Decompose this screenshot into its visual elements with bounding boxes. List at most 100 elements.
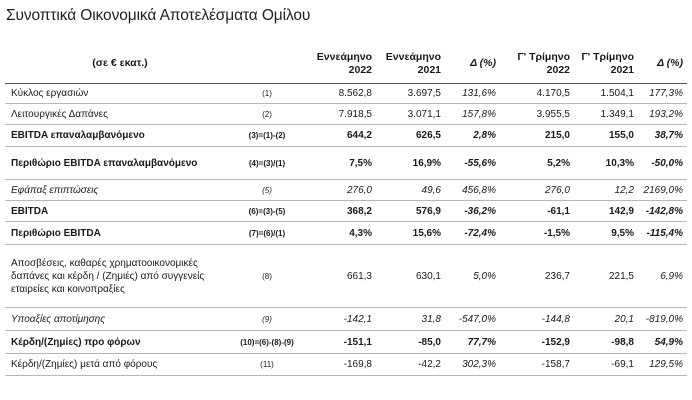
row-value: 12,2 [614,184,634,196]
row-value: -72,4% [464,227,496,239]
row-label: Περιθώριο EBITDA [11,227,101,239]
row-reference: (11) [260,360,274,369]
table-row: Περιθώριο EBITDA (7)=(6)/(1) 4,3% 15,6% -72,… [5,222,687,245]
row-label: Κέρδη/(Ζημίες) προ φόρων [11,336,141,348]
row-value: 20,1 [614,313,634,325]
row-value: 4.170,5 [536,87,570,99]
row-value: 3.955,5 [536,108,570,120]
col-header-9m-2022: Εννεάμηνο 2022 [316,50,372,76]
row-value: 129,5% [649,359,683,370]
row-value: 302,3% [462,359,496,370]
row-value: 368,2 [346,205,372,217]
table-row: Λειτουργικές Δαπάνες (2) 7.918,5 3.071,1 157… [5,104,687,125]
row-value: 177,3% [649,87,683,99]
row-value: 236,7 [544,270,570,282]
col-header-delta-9m: Δ (%) [470,57,496,69]
row-value: 630,1 [415,270,441,282]
row-value: 7.918,5 [338,108,372,120]
table-row: EBITDA (6)=(3)-(5) 368,2 576,9 -36,2% -61,1 14… [5,201,687,222]
row-value: 10,3% [605,157,634,169]
table-row: Υποαξίες αποτίμησης (9) -142,1 31,8 -547,0% -… [5,308,687,331]
row-reference: (5) [262,185,272,195]
row-value: 193,2% [649,108,683,120]
col-header-9m-2021: Εννεάμηνο 2021 [385,50,441,76]
row-value: -42,2 [418,359,441,370]
row-label: Περιθώριο EBITDA επαναλαμβανόμενο [11,157,198,169]
row-value: -144,8 [541,313,570,325]
row-value: 276,0 [544,184,570,196]
row-value: -98,8 [611,336,634,348]
row-value: 1.504,1 [600,87,634,99]
row-value: 221,5 [608,270,634,282]
table-row: Κέρδη/(Ζημίες) προ φόρων (10)=(6)-(8)-(9)… [5,331,687,354]
row-value: 276,0 [346,184,372,196]
col-header-delta-q3: Δ (%) [657,57,683,69]
row-label: Υποαξίες αποτίμησης [11,313,106,325]
row-value: 4,3% [349,227,372,239]
row-label: Λειτουργικές Δαπάνες [11,108,108,120]
row-value: 3.071,1 [407,108,441,120]
row-value: 49,6 [421,184,441,196]
row-value: 626,5 [415,130,441,141]
row-value: 1.349,1 [600,108,634,120]
table-row: Εφάπαξ επιπτώσεις (5) 276,0 49,6 456,8% 276,0… [5,180,687,201]
row-value: 661,3 [346,270,372,282]
row-reference: (6)=(3)-(5) [248,206,286,216]
table-row: Αποσβέσεις, καθαρές χρηματοοικονομικές δ… [5,245,687,308]
row-reference: (4)=(3)/(1) [248,158,286,168]
row-value: 3.697,5 [407,87,441,99]
row-label: EBITDA επαναλαμβανόμενο [11,130,145,141]
row-label: Κύκλος εργασιών [11,87,89,99]
table-row: EBITDA επαναλαμβανόμενο (3)=(1)-(2) 644,2 6… [5,125,687,147]
row-value: 2169,0% [643,184,683,196]
page-title: Συνοπτικά Οικονομικά Αποτελέσματα Ομίλου [6,7,311,24]
row-value: 644,2 [346,130,372,141]
header-divider [5,83,687,84]
row-value: 31,8 [421,313,441,325]
row-value: -158,7 [541,359,570,370]
row-label: Εφάπαξ επιπτώσεις [11,184,99,196]
row-value: 155,0 [608,130,634,141]
col-header-q3-2021: Γ' Τρίμηνο 2021 [581,50,634,76]
row-value: -142,8% [645,205,683,217]
row-reference: (3)=(1)-(2) [248,131,286,140]
row-value: -152,9 [541,336,570,348]
row-value: -547,0% [458,313,496,325]
row-value: 215,0 [544,130,570,141]
row-value: 77,7% [467,336,496,348]
unit-label: (σε € εκατ.) [92,57,148,69]
row-value: 38,7% [654,130,683,141]
row-reference: (7)=(6)/(1) [248,228,286,238]
row-value: 2,8% [473,130,496,141]
row-value: -61,1 [547,205,570,217]
table-row: Κύκλος εργασιών (1) 8.562,8 3.697,5 131,6% 4.… [5,83,687,104]
row-value: -36,2% [464,205,496,217]
row-value: 5,2% [547,157,570,169]
row-label: Κέρδη/(Ζημίες) μετά από φόρους [11,359,158,370]
row-label: Αποσβέσεις, καθαρές χρηματοοικονομικές δ… [11,257,205,295]
table-row: Περιθώριο EBITDA επαναλαμβανόμενο (4)=(3)… [5,147,687,180]
row-reference: (8) [262,271,272,281]
row-value: -69,1 [611,359,634,370]
row-reference: (1) [262,88,272,98]
financial-results-table: (σε € εκατ.) Εννεάμηνο 2022 Εννεάμηνο 2021… [5,44,687,376]
table-body: Κύκλος εργασιών (1) 8.562,8 3.697,5 131,6% 4.… [5,83,687,376]
row-value: 16,9% [412,157,441,169]
row-value: 15,6% [412,227,441,239]
table-header: (σε € εκατ.) Εννεάμηνο 2022 Εννεάμηνο 2021… [5,44,687,84]
row-value: 54,9% [654,336,683,348]
row-value: 131,6% [462,87,496,99]
row-value: 456,8% [462,184,496,196]
row-reference: (2) [262,109,272,119]
row-value: 7,5% [349,157,372,169]
row-value: -169,8 [343,359,372,370]
row-value: 6,9% [660,270,683,282]
col-header-q3-2022: Γ' Τρίμηνο 2022 [517,50,570,76]
row-value: -819,0% [645,313,683,325]
row-value: -142,1 [343,313,372,325]
row-value: -151,1 [343,336,372,348]
row-reference: (10)=(6)-(8)-(9) [240,337,294,347]
row-value: 5,0% [473,270,496,282]
row-value: 576,9 [415,205,441,217]
row-value: -1,5% [543,227,570,239]
